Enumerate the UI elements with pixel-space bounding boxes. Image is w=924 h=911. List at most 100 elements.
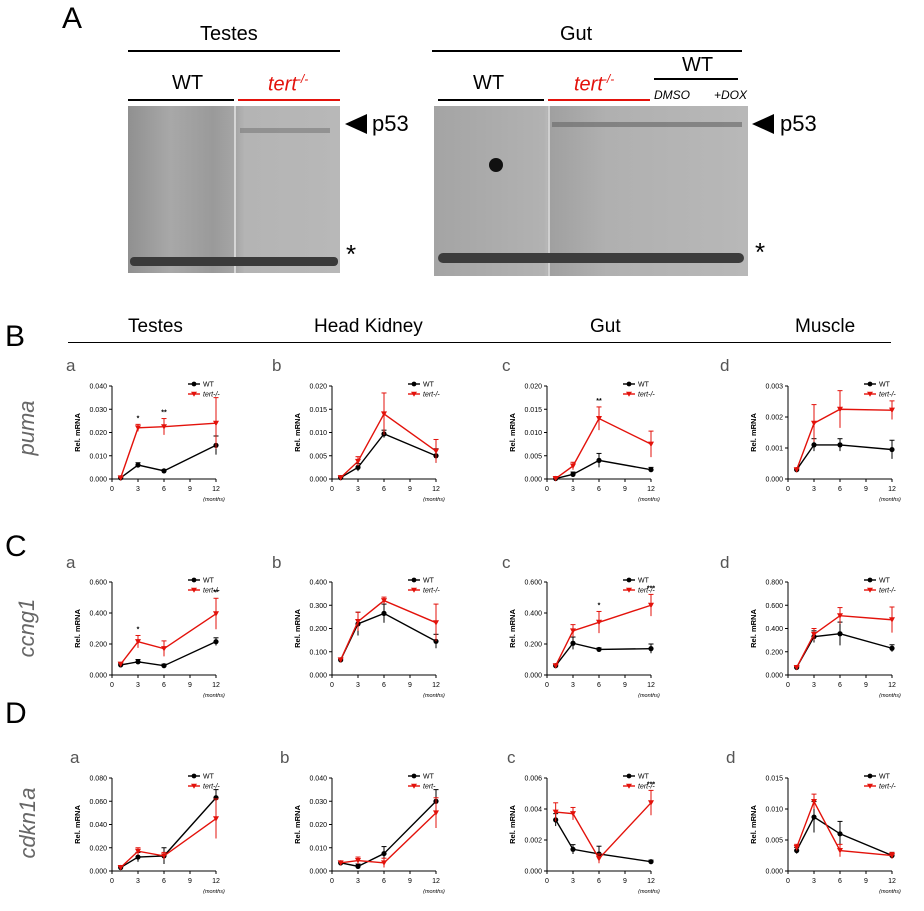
x-tick-label: 12: [647, 682, 655, 689]
x-axis-label: (months): [879, 693, 901, 699]
y-tick-label: 0.000: [524, 477, 542, 484]
data-point-tert: [596, 416, 602, 422]
testes-loading-band: [130, 257, 338, 266]
data-point-tert: [135, 425, 141, 431]
x-tick-label: 3: [812, 486, 816, 493]
legend-label-wt: WT: [638, 774, 650, 781]
y-tick-label: 0.010: [309, 430, 327, 437]
y-tick-label: 0.000: [89, 869, 107, 876]
x-tick-label: 9: [188, 682, 192, 689]
series-line-wt: [120, 641, 217, 667]
data-point-tert: [570, 811, 576, 817]
testes-tert-line: [238, 99, 340, 101]
x-tick-label: 6: [162, 486, 166, 493]
sub-letter-c-a: a: [66, 553, 76, 572]
series-line-tert: [340, 812, 437, 864]
x-tick-label: 3: [812, 682, 816, 689]
data-point-wt: [433, 453, 439, 459]
x-tick-label: 0: [110, 486, 114, 493]
legend-label-tert: tert-/-: [638, 784, 655, 791]
row-letter-b: B: [5, 320, 26, 353]
data-point-wt: [570, 640, 576, 646]
data-point-wt: [889, 852, 895, 859]
data-point-tert: [135, 848, 141, 855]
legend-marker-tert: [411, 587, 417, 593]
y-tick-label: 0.200: [524, 642, 542, 649]
y-tick-label: 0.000: [524, 869, 542, 876]
gut-tert-line: [548, 99, 650, 101]
data-point-wt: [570, 471, 576, 477]
y-tick-label: 0.006: [524, 776, 542, 783]
y-tick-label: 0.600: [524, 580, 542, 587]
y-tick-label: 0.200: [89, 642, 107, 649]
series-line-wt: [120, 444, 217, 479]
data-point-wt: [213, 639, 219, 645]
y-tick-label: 0.200: [765, 649, 783, 656]
data-point-tert: [552, 476, 559, 482]
y-tick-label: 0.020: [309, 384, 327, 391]
series-line-tert: [340, 599, 437, 661]
y-tick-label: 0.400: [89, 611, 107, 618]
tissue-header-gut: Gut: [590, 316, 621, 337]
data-point-wt: [811, 634, 817, 640]
chart-b-c: 0.000 0.005 0.010 0.015 0.020 0 3 6 9 12 Rel. mRNA…: [508, 382, 660, 504]
x-tick-label: 12: [212, 878, 220, 885]
data-point-tert: [337, 860, 344, 866]
y-axis-label: Rel. mRNA: [293, 805, 302, 844]
y-tick-label: 0.100: [309, 649, 327, 656]
x-tick-label: 12: [212, 682, 220, 689]
gene-label-cdkn1a: cdkn1a: [15, 787, 40, 859]
legend-marker-wt: [626, 381, 632, 387]
sub-letter-b-a: a: [66, 356, 76, 375]
legend-marker-wt: [626, 773, 632, 779]
testes-wt-label: WT: [172, 72, 204, 94]
data-point-wt: [837, 442, 843, 448]
gut-dmso-label: DMSO: [654, 88, 690, 102]
legend-marker-tert: [191, 587, 197, 593]
legend-marker-tert: [191, 783, 197, 789]
data-point-tert: [433, 620, 439, 626]
y-tick-label: 0.010: [89, 453, 107, 460]
data-point-tert: [135, 639, 141, 645]
gut-blot-spot: [489, 158, 503, 172]
x-tick-label: 9: [188, 878, 192, 885]
testes-blot-divider: [234, 106, 236, 273]
data-point-tert: [381, 860, 387, 866]
data-point-wt: [553, 817, 559, 823]
legend-marker-wt: [191, 381, 197, 387]
legend-marker-wt: [626, 577, 632, 583]
data-point-wt: [811, 442, 817, 448]
gut-p53-label: p53: [780, 111, 817, 136]
y-tick-label: 0.005: [765, 838, 783, 845]
data-point-wt: [161, 853, 167, 859]
data-point-tert: [161, 424, 167, 430]
data-point-tert: [355, 619, 361, 625]
x-tick-label: 9: [408, 486, 412, 493]
y-axis-label: Rel. mRNA: [73, 413, 82, 452]
x-tick-label: 12: [432, 486, 440, 493]
data-point-wt: [118, 475, 124, 481]
legend-label-tert: tert-/-: [879, 784, 896, 791]
x-tick-label: 6: [382, 682, 386, 689]
sub-letter-d-b: b: [280, 748, 290, 767]
tissue-header-head-kidney: Head Kidney: [314, 316, 423, 337]
x-tick-label: 0: [110, 878, 114, 885]
data-point-tert: [837, 406, 843, 413]
y-tick-label: 0.000: [765, 477, 783, 484]
legend-marker-tert: [191, 391, 197, 397]
x-tick-label: 6: [838, 682, 842, 689]
y-tick-label: 0.020: [309, 822, 327, 829]
data-point-tert: [793, 844, 800, 851]
series-line-tert: [120, 613, 217, 665]
x-tick-label: 9: [623, 486, 627, 493]
legend-label-wt: WT: [638, 382, 650, 389]
series-line-tert: [120, 818, 217, 869]
x-tick-label: 0: [545, 486, 549, 493]
x-tick-label: 3: [136, 682, 140, 689]
x-tick-label: 6: [597, 878, 601, 885]
data-point-wt: [648, 646, 654, 652]
chart-b-d: 0.000 0.001 0.002 0.003 0 3 6 9 12 Rel. mRNA (mont…: [749, 382, 901, 504]
significance-marker: ***: [647, 781, 655, 788]
y-axis-label: Rel. mRNA: [293, 413, 302, 452]
data-point-tert: [889, 407, 895, 414]
